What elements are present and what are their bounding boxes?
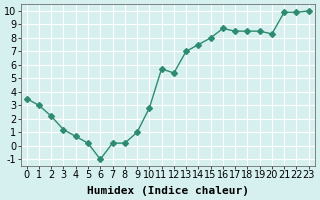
X-axis label: Humidex (Indice chaleur): Humidex (Indice chaleur) <box>87 186 249 196</box>
